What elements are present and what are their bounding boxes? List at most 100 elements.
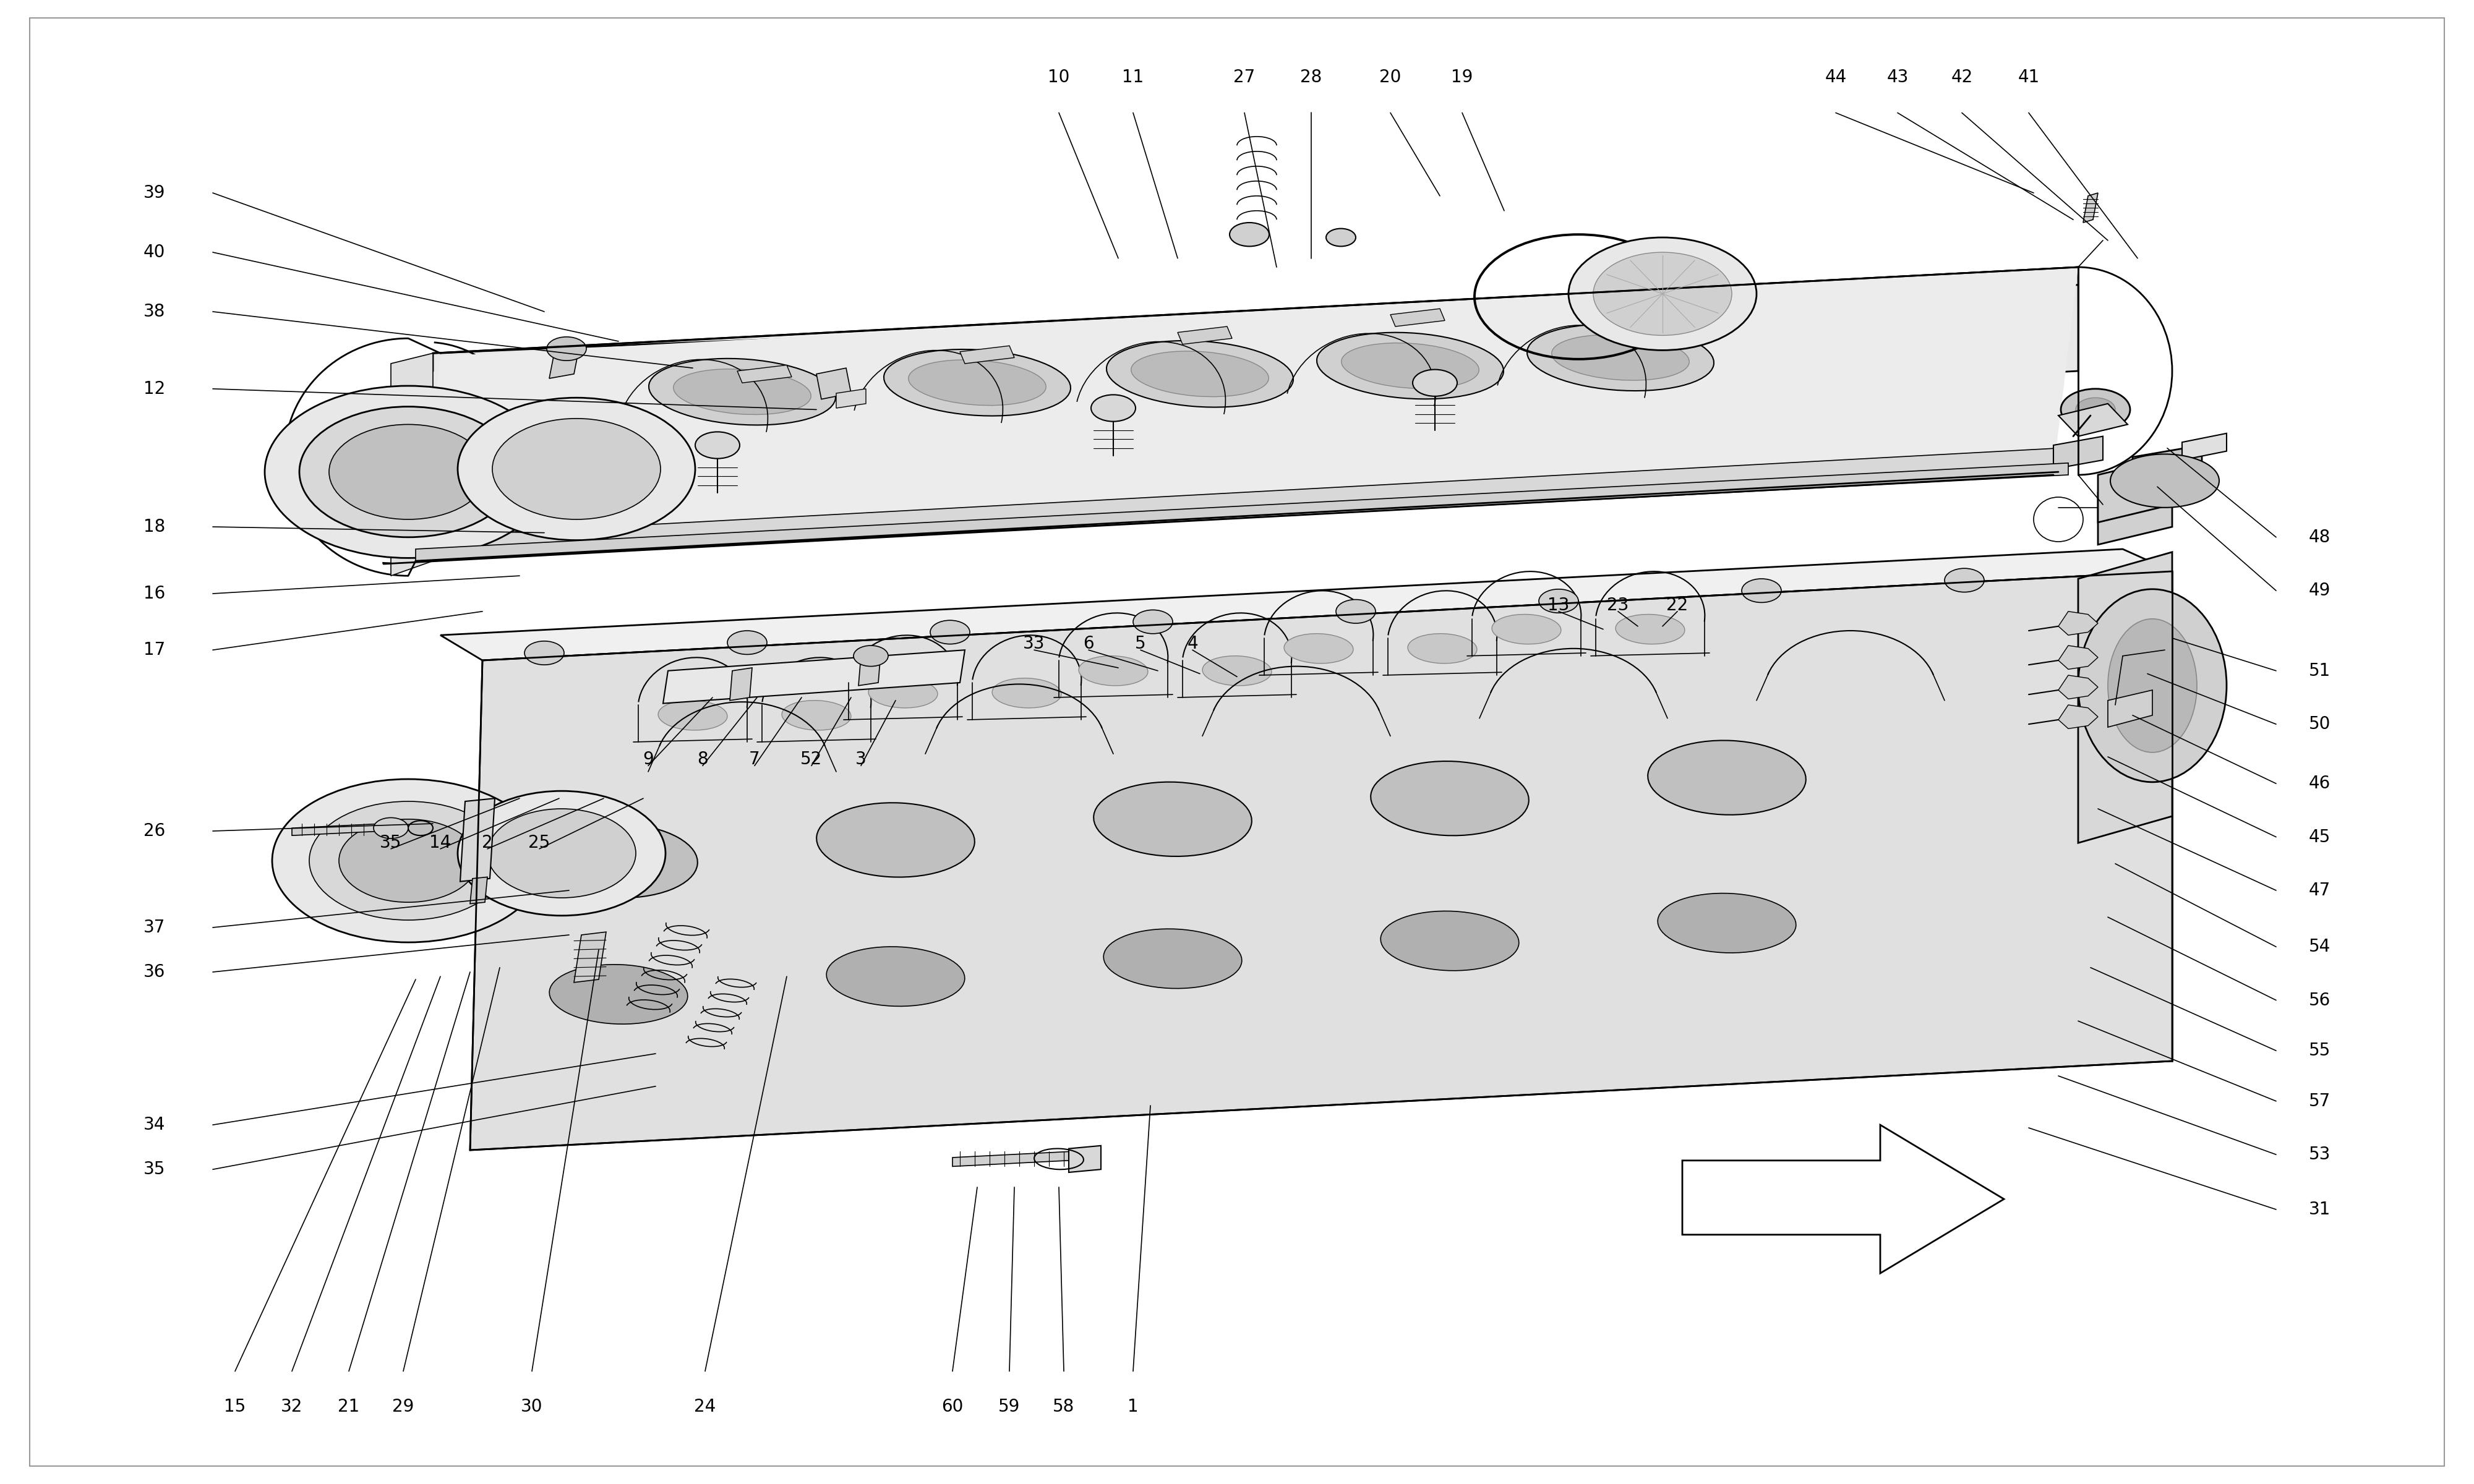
Circle shape bbox=[1336, 600, 1376, 623]
Polygon shape bbox=[836, 389, 866, 408]
Text: 10: 10 bbox=[1049, 68, 1069, 86]
Text: 29: 29 bbox=[393, 1398, 413, 1416]
Text: 15: 15 bbox=[225, 1398, 245, 1416]
Polygon shape bbox=[816, 368, 851, 399]
Ellipse shape bbox=[1551, 335, 1690, 380]
Text: 36: 36 bbox=[143, 963, 166, 981]
Text: 54: 54 bbox=[2308, 938, 2331, 956]
Text: 59: 59 bbox=[999, 1398, 1019, 1416]
Text: 38: 38 bbox=[143, 303, 166, 321]
Text: 46: 46 bbox=[2308, 775, 2331, 792]
Text: 11: 11 bbox=[1123, 68, 1143, 86]
Text: 19: 19 bbox=[1452, 68, 1472, 86]
Text: 49: 49 bbox=[2308, 582, 2331, 600]
Text: 60: 60 bbox=[943, 1398, 962, 1416]
Ellipse shape bbox=[1658, 893, 1796, 953]
Circle shape bbox=[695, 432, 740, 459]
Polygon shape bbox=[292, 824, 383, 835]
Text: 33: 33 bbox=[1024, 635, 1044, 653]
Text: 32: 32 bbox=[282, 1398, 302, 1416]
Polygon shape bbox=[2108, 690, 2152, 727]
Polygon shape bbox=[470, 571, 2172, 1150]
Circle shape bbox=[854, 646, 888, 666]
Text: 53: 53 bbox=[2308, 1146, 2331, 1163]
Ellipse shape bbox=[1371, 761, 1529, 835]
Ellipse shape bbox=[826, 947, 965, 1006]
Polygon shape bbox=[2098, 457, 2172, 522]
Polygon shape bbox=[2133, 445, 2202, 487]
Text: 3: 3 bbox=[856, 751, 866, 769]
Circle shape bbox=[1742, 579, 1781, 603]
Circle shape bbox=[727, 631, 767, 654]
Ellipse shape bbox=[549, 965, 688, 1024]
Text: 16: 16 bbox=[143, 585, 166, 603]
Text: 43: 43 bbox=[1888, 68, 1907, 86]
Polygon shape bbox=[460, 798, 495, 881]
Ellipse shape bbox=[658, 700, 727, 730]
Ellipse shape bbox=[1284, 634, 1353, 663]
Ellipse shape bbox=[1079, 656, 1148, 686]
Text: 37: 37 bbox=[143, 919, 166, 936]
Ellipse shape bbox=[1380, 911, 1519, 971]
Ellipse shape bbox=[1202, 656, 1272, 686]
Ellipse shape bbox=[648, 359, 836, 424]
Polygon shape bbox=[1682, 1125, 2004, 1273]
Text: 17: 17 bbox=[143, 641, 166, 659]
Circle shape bbox=[309, 801, 507, 920]
Ellipse shape bbox=[1408, 634, 1477, 663]
Ellipse shape bbox=[1648, 741, 1806, 815]
Text: 7: 7 bbox=[750, 751, 760, 769]
Circle shape bbox=[1413, 370, 1457, 396]
Text: 8: 8 bbox=[698, 751, 708, 769]
Circle shape bbox=[487, 809, 636, 898]
Ellipse shape bbox=[883, 349, 1071, 416]
Text: 58: 58 bbox=[1054, 1398, 1074, 1416]
Ellipse shape bbox=[992, 678, 1061, 708]
Circle shape bbox=[374, 818, 408, 838]
Circle shape bbox=[1593, 252, 1732, 335]
Polygon shape bbox=[416, 448, 2058, 561]
Ellipse shape bbox=[1094, 782, 1252, 856]
Circle shape bbox=[339, 819, 477, 902]
Text: 52: 52 bbox=[802, 751, 821, 769]
Text: 28: 28 bbox=[1301, 68, 1321, 86]
Circle shape bbox=[2076, 398, 2115, 421]
Polygon shape bbox=[2058, 646, 2098, 669]
Polygon shape bbox=[2083, 193, 2098, 223]
Circle shape bbox=[547, 337, 586, 361]
Ellipse shape bbox=[1103, 929, 1242, 988]
Text: 22: 22 bbox=[1667, 597, 1687, 614]
Ellipse shape bbox=[1492, 614, 1561, 644]
Ellipse shape bbox=[2110, 454, 2219, 508]
Polygon shape bbox=[391, 353, 433, 576]
Ellipse shape bbox=[673, 370, 811, 414]
Text: 30: 30 bbox=[522, 1398, 542, 1416]
Text: 50: 50 bbox=[2308, 715, 2331, 733]
Polygon shape bbox=[1390, 309, 1445, 326]
Text: 21: 21 bbox=[339, 1398, 359, 1416]
Polygon shape bbox=[858, 653, 881, 686]
Text: 44: 44 bbox=[1826, 68, 1846, 86]
Circle shape bbox=[272, 779, 544, 942]
Text: 27: 27 bbox=[1235, 68, 1254, 86]
Polygon shape bbox=[574, 932, 606, 982]
Text: 13: 13 bbox=[1549, 597, 1569, 614]
Circle shape bbox=[1091, 395, 1136, 421]
Circle shape bbox=[299, 407, 517, 537]
Polygon shape bbox=[383, 285, 2078, 463]
Ellipse shape bbox=[1341, 343, 1479, 389]
Text: 5: 5 bbox=[1136, 635, 1145, 653]
Circle shape bbox=[1945, 568, 1984, 592]
Circle shape bbox=[1230, 223, 1269, 246]
Circle shape bbox=[524, 641, 564, 665]
Polygon shape bbox=[663, 650, 965, 703]
Polygon shape bbox=[2058, 675, 2098, 699]
Text: 25: 25 bbox=[529, 834, 549, 852]
Polygon shape bbox=[960, 346, 1014, 364]
Polygon shape bbox=[2058, 611, 2098, 635]
Ellipse shape bbox=[1526, 325, 1714, 390]
Polygon shape bbox=[730, 668, 752, 700]
Ellipse shape bbox=[868, 678, 938, 708]
Text: 20: 20 bbox=[1380, 68, 1400, 86]
Text: 45: 45 bbox=[2308, 828, 2331, 846]
